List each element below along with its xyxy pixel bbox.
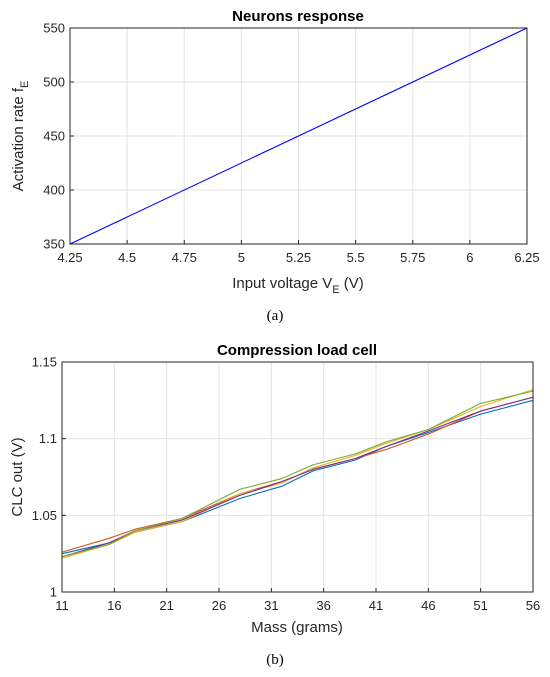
x-tick-label: 26 — [212, 598, 226, 613]
y-axis-label: Activation rate fE — [10, 81, 31, 192]
x-tick-label: 6.25 — [514, 250, 539, 265]
x-tick-label: 5.5 — [347, 250, 365, 265]
x-tick-label: 6 — [466, 250, 473, 265]
x-axis-ticks: 11 16 21 26 31 36 41 46 51 56 — [55, 588, 540, 613]
x-tick-label: 21 — [159, 598, 173, 613]
x-tick-label: 31 — [264, 598, 278, 613]
y-tick-label: 1.05 — [32, 508, 57, 523]
x-tick-label: 36 — [316, 598, 330, 613]
chart-title: Neurons response — [232, 8, 364, 25]
series-line-1 — [69, 27, 528, 245]
series-line-5 — [61, 390, 534, 558]
caption-b: (b) — [266, 652, 284, 668]
y-tick-label: 1 — [50, 585, 57, 600]
y-tick-label: 350 — [43, 237, 65, 252]
x-tick-label: 4.25 — [57, 250, 82, 265]
x-tick-label: 16 — [107, 598, 121, 613]
y-tick-label: 550 — [43, 21, 65, 36]
y-axis-ticks: 1 1.05 1.1 1.15 — [32, 355, 66, 600]
x-tick-label: 5 — [238, 250, 245, 265]
series-layer — [69, 27, 528, 245]
x-axis-label: Input voltage VE (V) — [232, 275, 364, 296]
y-tick-label: 1.1 — [39, 431, 57, 446]
y-axis-label: CLC out (V) — [9, 437, 26, 516]
x-tick-label: 46 — [421, 598, 435, 613]
chart-neurons-response: 4.25 4.5 4.75 5 5.25 5.5 5.75 6 6.25 350 400 450 50… — [10, 8, 540, 324]
series-layer — [61, 389, 534, 559]
y-tick-label: 400 — [43, 183, 65, 198]
plot-frame — [61, 361, 534, 593]
x-axis-label: Mass (grams) — [251, 619, 343, 636]
caption-a: (a) — [267, 308, 284, 324]
x-axis-ticks: 4.25 4.5 4.75 5 5.25 5.5 5.75 6 6.25 — [57, 240, 540, 265]
x-tick-label: 5.25 — [286, 250, 311, 265]
y-tick-label: 500 — [43, 75, 65, 90]
chart-compression-load-cell: 11 16 21 26 31 36 41 46 51 56 1 1.05 1.1 1.15 Compre… — [9, 342, 540, 668]
x-tick-label: 56 — [526, 598, 540, 613]
y-tick-label: 450 — [43, 129, 65, 144]
x-tick-label: 11 — [55, 598, 69, 613]
x-tick-label: 4.75 — [172, 250, 197, 265]
x-tick-label: 5.75 — [400, 250, 425, 265]
x-tick-label: 4.5 — [118, 250, 136, 265]
chart-title: Compression load cell — [217, 342, 377, 359]
y-tick-label: 1.15 — [32, 355, 57, 370]
y-axis-ticks: 350 400 450 500 550 — [43, 21, 74, 252]
x-tick-label: 51 — [473, 598, 487, 613]
x-tick-label: 41 — [369, 598, 383, 613]
